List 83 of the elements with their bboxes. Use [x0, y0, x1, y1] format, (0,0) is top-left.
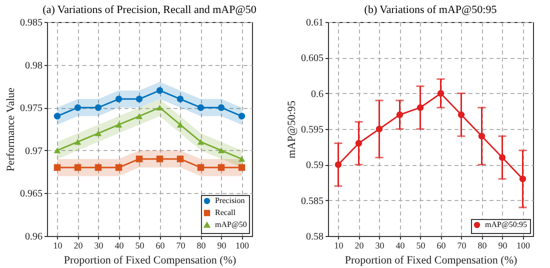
point [498, 154, 506, 161]
chart-title: (a) Variations of Precision, Recall and mAP@50 [42, 4, 257, 16]
point [115, 164, 122, 171]
y-tick-label: 0.59 [306, 160, 324, 172]
x-tick-label: 60 [156, 240, 166, 250]
point [54, 164, 61, 171]
x-tick-label: 100 [516, 240, 530, 250]
y-axis-title: Performance Value [5, 87, 17, 172]
point [458, 111, 465, 118]
x-axis-title: Proportion of Fixed Compensation (%) [64, 254, 236, 266]
point [136, 113, 143, 120]
y-tick-label: 0.585 [301, 196, 324, 207]
y-tick-label: 0.58 [306, 232, 324, 242]
point [115, 96, 122, 102]
x-tick-label: 40 [396, 240, 406, 250]
x-tick-label: 10 [334, 240, 344, 250]
point [94, 104, 102, 111]
point [115, 122, 122, 128]
x-tick-label: 50 [135, 240, 145, 250]
y-tick-label: 0.6 [311, 88, 324, 100]
point [238, 164, 246, 171]
point [197, 104, 204, 111]
point [156, 104, 164, 111]
x-tick-label: 20 [354, 240, 364, 250]
point [74, 138, 82, 145]
point [136, 156, 143, 162]
x-tick-label: 60 [436, 240, 446, 250]
y-tick-label: 0.975 [20, 103, 42, 114]
point [94, 130, 102, 136]
point [218, 104, 225, 111]
point [136, 96, 143, 102]
point [376, 126, 383, 132]
x-tick-label: 70 [176, 240, 186, 250]
legend-label: Precision [215, 196, 245, 205]
x-axis-title: Proportion of Fixed Compensation (%) [344, 254, 518, 266]
point [74, 164, 82, 171]
point [54, 112, 61, 120]
point [437, 90, 444, 97]
legend-label: mAP@50:95 [485, 220, 528, 229]
point [176, 156, 184, 162]
x-tick-label: 40 [114, 240, 124, 250]
chart-title: (b) Variations of mAP@50:95 [364, 4, 498, 16]
point [238, 156, 246, 162]
point [176, 96, 184, 102]
x-tick-label: 80 [196, 240, 206, 250]
point [519, 176, 526, 182]
point [355, 140, 362, 147]
y-tick-label: 0.965 [20, 188, 42, 200]
point [218, 164, 225, 171]
point [478, 132, 486, 140]
y-tick-label: 0.985 [20, 18, 42, 28]
point [334, 161, 342, 168]
x-tick-label: 80 [478, 240, 488, 250]
point [238, 112, 246, 120]
y-tick-label: 0.61 [306, 18, 324, 28]
point [176, 122, 184, 128]
point [94, 164, 102, 171]
y-tick-label: 0.97 [25, 146, 42, 157]
legend-label: mAP@50 [215, 220, 247, 229]
x-tick-label: 50 [416, 240, 426, 250]
legend-label: Recall [215, 208, 236, 217]
point [74, 104, 82, 111]
y-tick-label: 0.96 [25, 232, 42, 242]
y-tick-label: 0.595 [301, 124, 324, 136]
point [197, 138, 204, 145]
x-tick-label: 70 [457, 240, 467, 250]
point [156, 156, 164, 162]
point [218, 147, 225, 154]
x-tick-label: 100 [236, 240, 250, 250]
y-axis-title: mAP@50:95 [286, 100, 298, 158]
x-tick-label: 30 [94, 240, 104, 250]
x-tick-label: 20 [74, 240, 84, 250]
point [396, 111, 404, 118]
point [197, 164, 204, 171]
x-tick-label: 90 [217, 240, 227, 250]
x-tick-label: 90 [498, 240, 508, 250]
x-tick-label: 10 [53, 240, 63, 250]
point [156, 87, 164, 94]
point [54, 147, 61, 154]
y-tick-label: 0.605 [301, 53, 324, 64]
x-tick-label: 30 [375, 240, 385, 250]
y-tick-label: 0.98 [25, 60, 42, 72]
point [416, 104, 424, 111]
